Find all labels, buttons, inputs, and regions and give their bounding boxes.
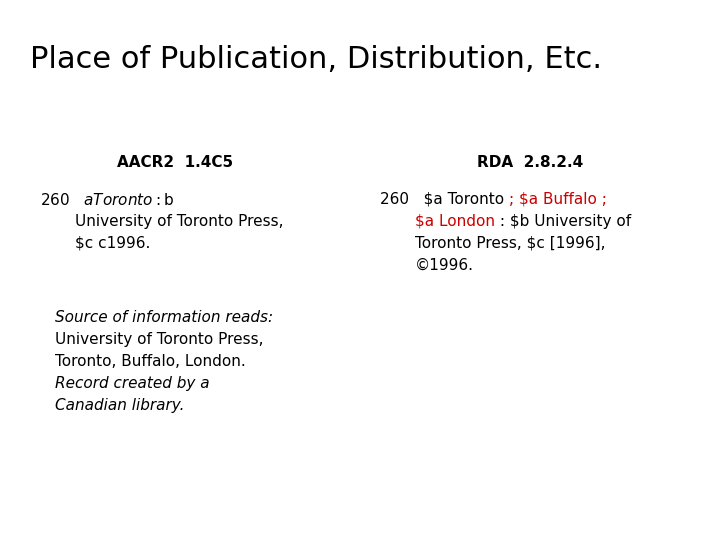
Text: University of Toronto Press,: University of Toronto Press, [75, 214, 284, 229]
Text: 260   $a Toronto : $b: 260 $a Toronto : $b [40, 192, 174, 208]
Text: AACR2  1.4C5: AACR2 1.4C5 [117, 155, 233, 170]
Text: Record created by a: Record created by a [55, 376, 210, 391]
Text: Toronto, Buffalo, London.: Toronto, Buffalo, London. [55, 354, 246, 369]
Text: $c c1996.: $c c1996. [75, 236, 150, 251]
Text: : $b University of: : $b University of [495, 214, 631, 229]
Text: Toronto Press, $c [1996],: Toronto Press, $c [1996], [415, 236, 606, 251]
Text: $a London: $a London [415, 214, 495, 229]
Text: ©1996.: ©1996. [415, 258, 474, 273]
Text: RDA  2.8.2.4: RDA 2.8.2.4 [477, 155, 583, 170]
Text: Canadian library.: Canadian library. [55, 398, 184, 413]
Text: ; $a Buffalo ;: ; $a Buffalo ; [509, 192, 607, 207]
Text: Source of information reads:: Source of information reads: [55, 310, 273, 325]
Text: University of Toronto Press,: University of Toronto Press, [55, 332, 264, 347]
Text: Place of Publication, Distribution, Etc.: Place of Publication, Distribution, Etc. [30, 45, 602, 74]
Text: 260   $a Toronto: 260 $a Toronto [380, 192, 509, 207]
